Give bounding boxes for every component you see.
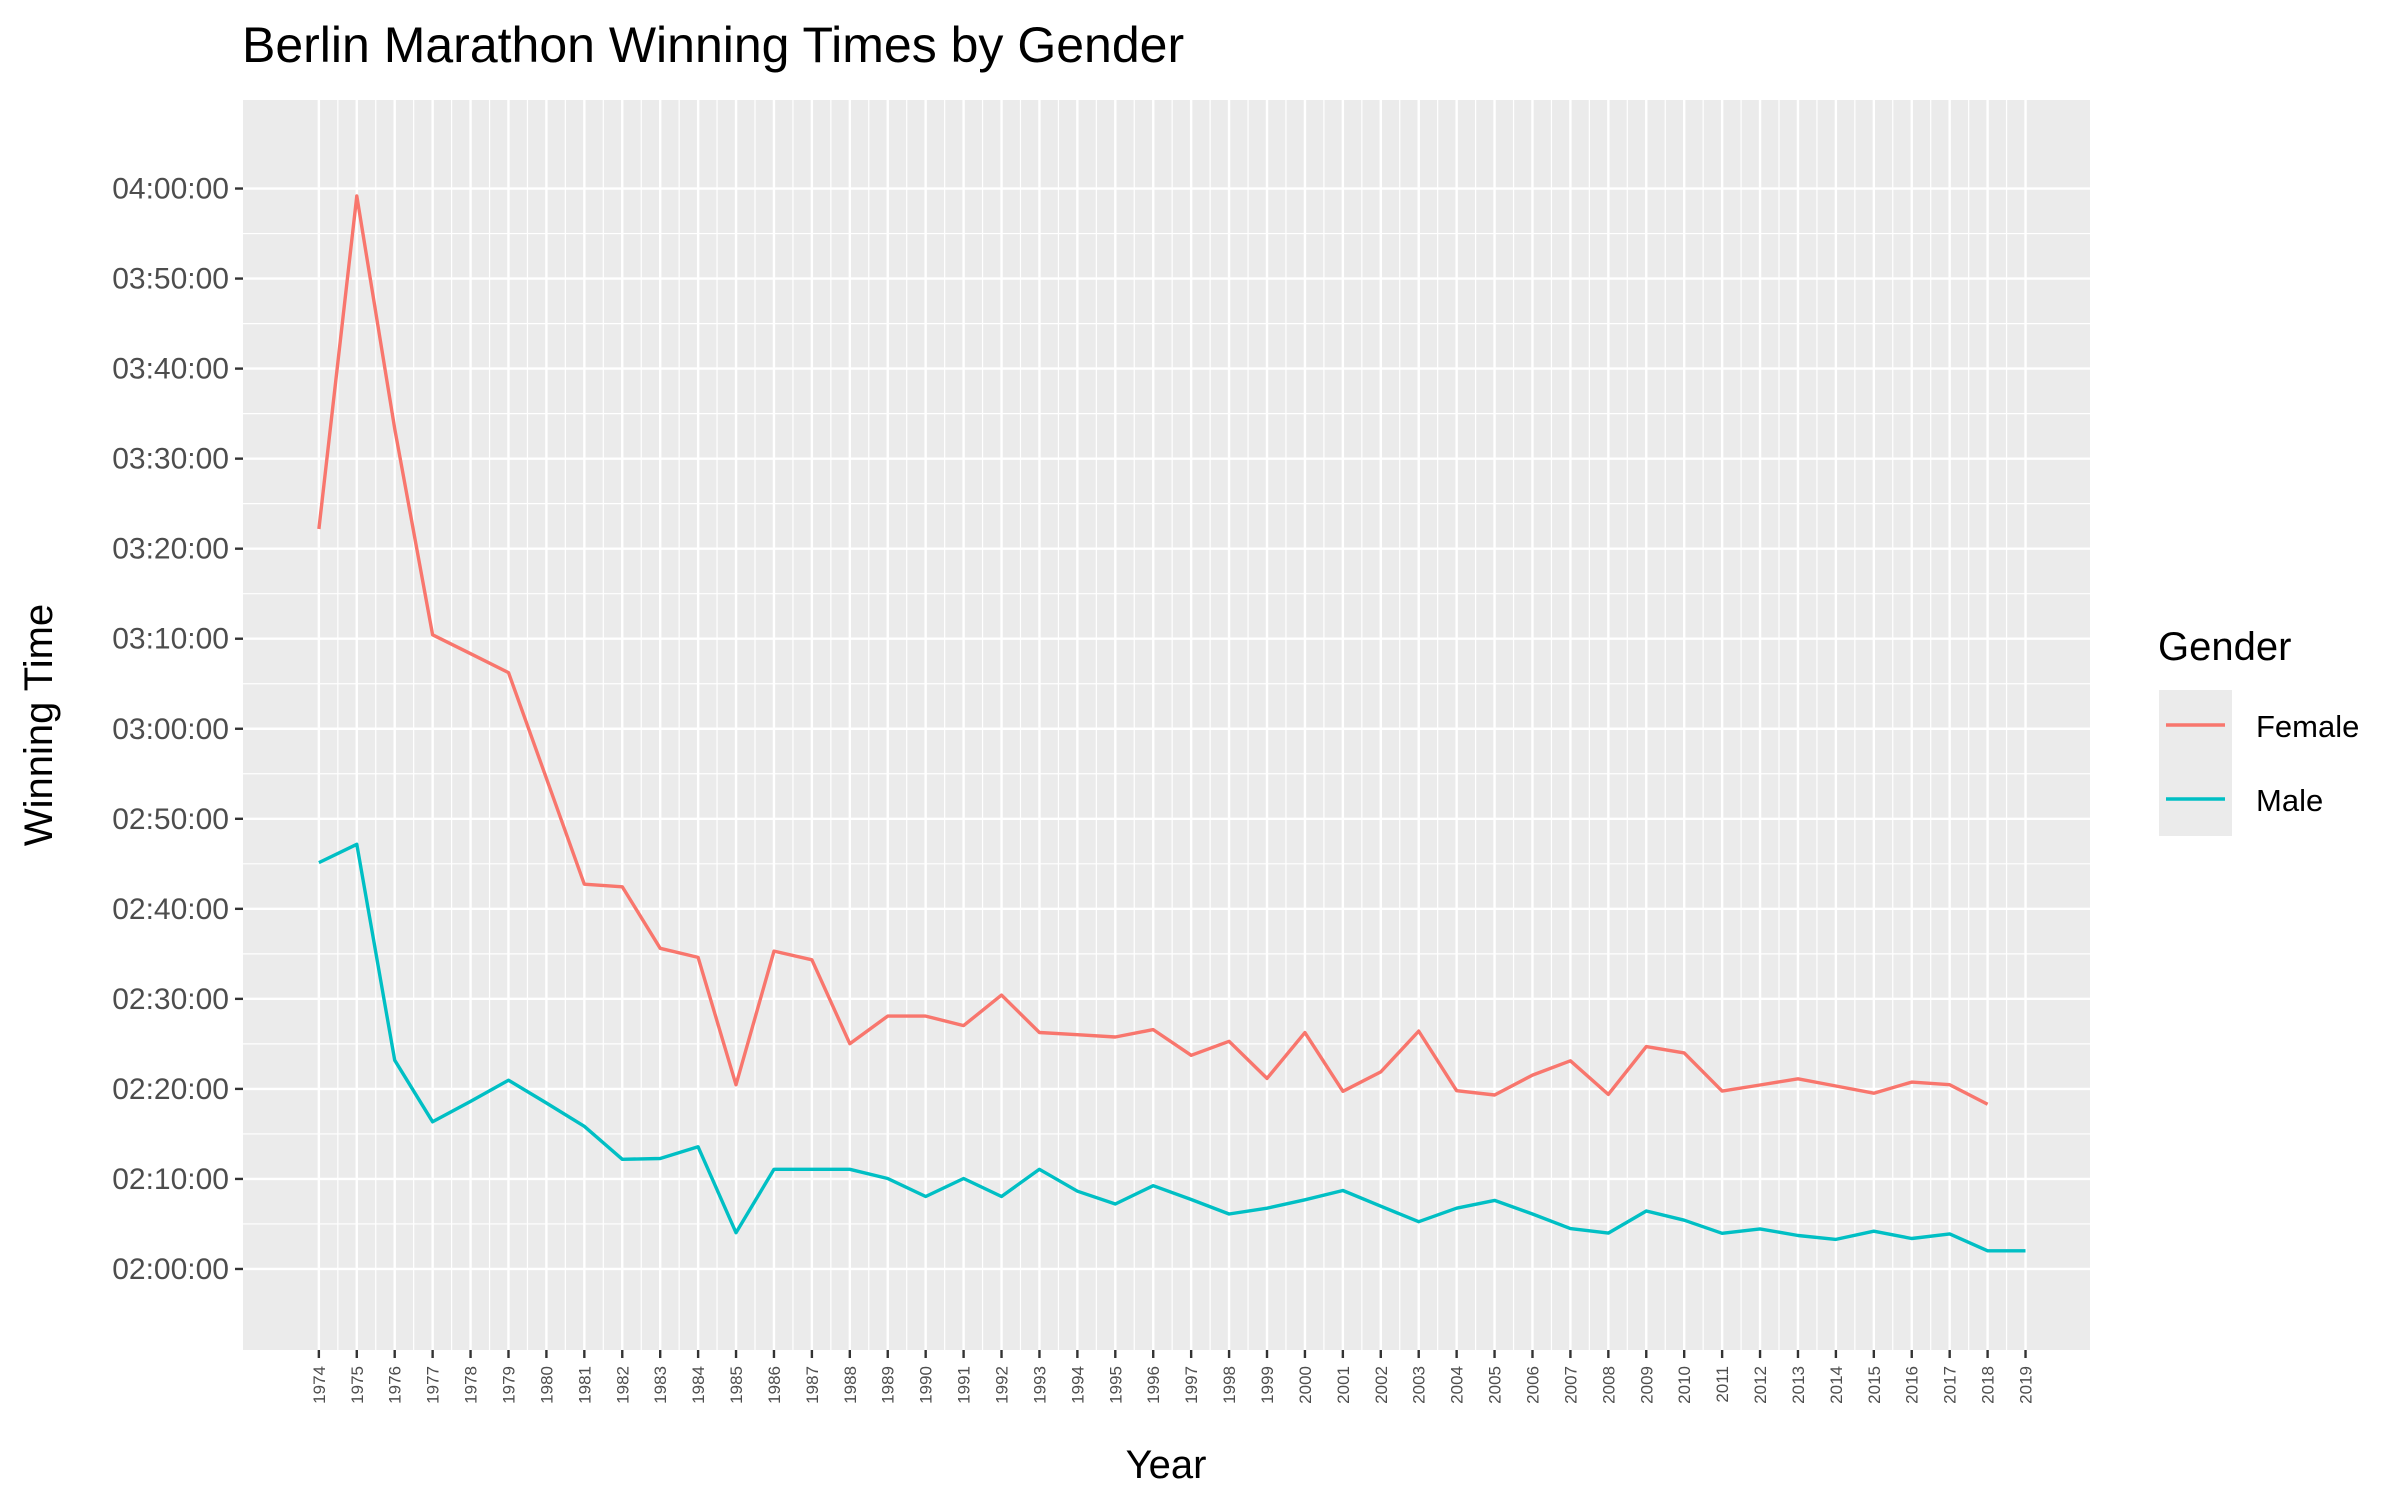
- x-tick-label: 2005: [1486, 1366, 1505, 1404]
- x-tick-label: 2007: [1561, 1366, 1580, 1404]
- x-tick-label: 1998: [1220, 1366, 1239, 1404]
- y-tick-label: 02:30:00: [112, 983, 229, 1016]
- y-tick-label: 03:00:00: [112, 713, 229, 746]
- x-tick-label: 1989: [879, 1366, 898, 1404]
- x-tick-label: 2008: [1599, 1366, 1618, 1404]
- x-tick-label: 1994: [1068, 1366, 1087, 1404]
- x-tick-label: 2002: [1372, 1366, 1391, 1404]
- x-tick-label: 2017: [1941, 1366, 1960, 1404]
- x-tick-label: 1984: [689, 1366, 708, 1404]
- x-tick-label: 1980: [537, 1366, 556, 1404]
- x-tick-label: 1974: [310, 1366, 329, 1404]
- x-tick-label: 1991: [955, 1366, 974, 1404]
- x-tick-label: 2000: [1296, 1366, 1315, 1404]
- legend-label-female: Female: [2256, 709, 2359, 744]
- x-tick-label: 1993: [1030, 1366, 1049, 1404]
- y-tick-label: 03:10:00: [112, 623, 229, 656]
- legend-key-background: [2159, 690, 2232, 836]
- y-tick-label: 03:20:00: [112, 533, 229, 566]
- x-axis: 1974 1975 1976 1977 1978 1979 1980 1981 1982 1983…: [310, 1350, 2036, 1404]
- legend-label-male: Male: [2256, 783, 2323, 818]
- x-tick-label: 1983: [651, 1366, 670, 1404]
- x-tick-label: 1975: [348, 1366, 367, 1404]
- series-lines: [317, 194, 2026, 1253]
- x-tick-label: 2013: [1789, 1366, 1808, 1404]
- y-axis: 02:00:00 02:10:00 02:20:00 02:30:00 02:40:00…: [112, 173, 243, 1286]
- x-tick-label: 1987: [803, 1366, 822, 1404]
- x-tick-label: 2016: [1903, 1366, 1922, 1404]
- y-tick-label: 03:50:00: [112, 263, 229, 296]
- y-axis-title: Winning Time: [17, 604, 61, 846]
- legend-title: Gender: [2158, 625, 2291, 669]
- grid-lines: [243, 100, 2090, 1350]
- x-tick-label: 2003: [1410, 1366, 1429, 1404]
- x-tick-label: 1997: [1182, 1366, 1201, 1404]
- x-tick-label: 1999: [1258, 1366, 1277, 1404]
- x-tick-label: 2012: [1751, 1366, 1770, 1404]
- y-tick-label: 03:40:00: [112, 353, 229, 386]
- chart-title: Berlin Marathon Winning Times by Gender: [242, 17, 1184, 73]
- y-tick-label: 02:20:00: [112, 1073, 229, 1106]
- x-tick-label: 1992: [993, 1366, 1012, 1404]
- x-tick-label: 1981: [575, 1366, 594, 1404]
- x-tick-label: 1988: [841, 1366, 860, 1404]
- x-tick-label: 1985: [727, 1366, 746, 1404]
- y-tick-label: 02:50:00: [112, 803, 229, 836]
- plot-panel: [243, 100, 2090, 1350]
- y-tick-label: 02:00:00: [112, 1253, 229, 1286]
- x-tick-label: 1979: [499, 1366, 518, 1404]
- x-tick-label: 2009: [1637, 1366, 1656, 1404]
- x-tick-label: 1995: [1106, 1366, 1125, 1404]
- x-tick-label: 1976: [386, 1366, 405, 1404]
- y-tick-label: 02:10:00: [112, 1163, 229, 1196]
- x-tick-label: 2004: [1448, 1366, 1467, 1404]
- x-tick-label: 1978: [462, 1366, 481, 1404]
- series-line-male: [318, 842, 2026, 1253]
- x-tick-label: 2018: [1979, 1366, 1998, 1404]
- x-tick-label: 2014: [1827, 1366, 1846, 1404]
- y-tick-label: 04:00:00: [112, 173, 229, 206]
- x-tick-label: 2010: [1675, 1366, 1694, 1404]
- x-tick-label: 2011: [1713, 1366, 1732, 1403]
- x-tick-label: 1982: [613, 1366, 632, 1404]
- y-tick-label: 03:30:00: [112, 443, 229, 476]
- x-tick-label: 1990: [917, 1366, 936, 1404]
- x-tick-label: 2015: [1865, 1366, 1884, 1404]
- x-axis-title: Year: [1126, 1443, 1207, 1487]
- x-tick-label: 2019: [2017, 1366, 2036, 1404]
- x-tick-label: 2001: [1334, 1366, 1353, 1404]
- series-line-female: [317, 194, 1989, 1106]
- x-tick-label: 1986: [765, 1366, 784, 1404]
- x-tick-label: 2006: [1523, 1366, 1542, 1404]
- x-tick-label: 1977: [424, 1366, 443, 1404]
- y-tick-label: 02:40:00: [112, 893, 229, 926]
- legend: Gender Female Male: [2158, 625, 2359, 836]
- x-tick-label: 1996: [1144, 1366, 1163, 1404]
